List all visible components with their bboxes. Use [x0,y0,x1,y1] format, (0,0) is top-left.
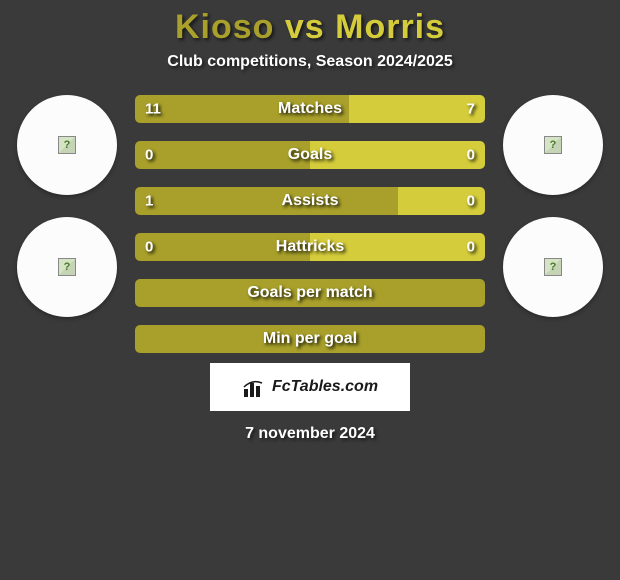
stat-bar: Goals per match [135,279,485,307]
logo-box: FcTables.com [210,363,410,411]
vs-text: vs [285,8,325,46]
chart-icon [242,377,266,397]
stat-bar: 1 0 Assists [135,187,485,215]
bar-value-right: 7 [467,101,475,118]
bar-fill-left [135,141,310,169]
subtitle: Club competitions, Season 2024/2025 [167,53,452,71]
bar-label: Assists [282,192,339,210]
bar-value-left: 1 [145,193,153,210]
player2-name: Morris [335,8,445,46]
stat-bar: Min per goal [135,325,485,353]
bar-value-left: 11 [145,101,161,118]
bar-label: Matches [278,100,342,118]
right-avatars [503,95,603,317]
comparison-container: Kioso vs Morris Club competitions, Seaso… [0,0,620,443]
bar-value-left: 0 [145,239,153,256]
stat-bar: 0 0 Hattricks [135,233,485,261]
bar-fill-right [349,95,486,123]
bar-value-right: 0 [467,193,475,210]
player1-photo [17,95,117,195]
bar-label: Goals per match [247,284,372,302]
player2-club [503,217,603,317]
bar-label: Min per goal [263,330,357,348]
broken-image-icon [544,136,562,154]
stat-bar: 11 7 Matches [135,95,485,123]
stat-bar: 0 0 Goals [135,141,485,169]
logo-text: FcTables.com [272,378,378,396]
broken-image-icon [544,258,562,276]
broken-image-icon [58,258,76,276]
main-row: 11 7 Matches 0 0 Goals 1 0 Assists 0 0 Hattricks Goa… [0,95,620,353]
bar-fill-left [135,187,398,215]
bar-value-right: 0 [467,239,475,256]
left-avatars [17,95,117,317]
bar-value-right: 0 [467,147,475,164]
date-text: 7 november 2024 [245,425,375,443]
bar-label: Goals [288,146,332,164]
bar-value-left: 0 [145,147,153,164]
player2-photo [503,95,603,195]
player1-name: Kioso [175,8,274,46]
player1-club [17,217,117,317]
bar-label: Hattricks [276,238,344,256]
stat-bars: 11 7 Matches 0 0 Goals 1 0 Assists 0 0 Hattricks Goa… [135,95,485,353]
broken-image-icon [58,136,76,154]
bar-fill-right [310,141,485,169]
page-title: Kioso vs Morris [175,8,445,47]
